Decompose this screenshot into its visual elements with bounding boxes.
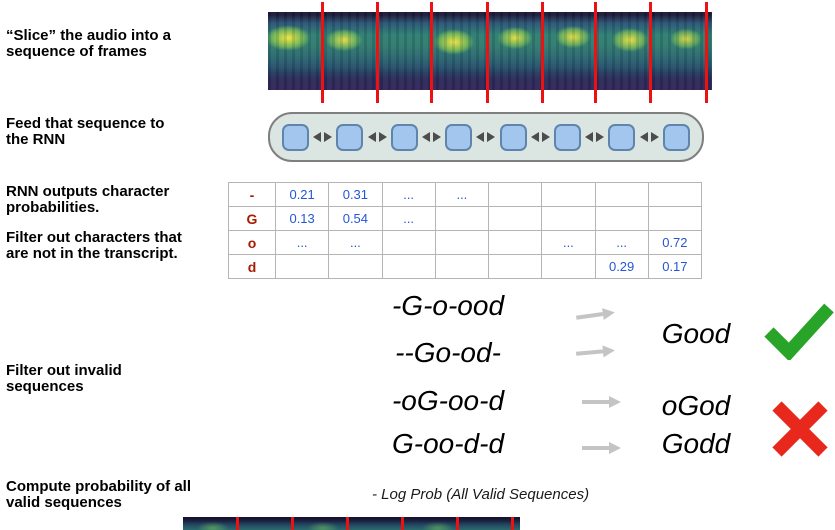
slice-line xyxy=(594,2,597,103)
prob-value-cell: ... xyxy=(328,230,383,255)
prob-value-cell xyxy=(541,206,596,231)
prob-value-cell: 0.29 xyxy=(594,254,649,279)
prob-value-cell xyxy=(487,182,543,207)
slice-line xyxy=(486,2,489,103)
rnn-outputs-step-label: RNN outputs character probabilities. xyxy=(6,183,170,216)
rnn-cell xyxy=(445,123,473,151)
prob-value-cell xyxy=(594,182,649,207)
slice-line xyxy=(376,2,379,103)
prob-value-cell xyxy=(381,230,436,255)
flow-arrow-icon xyxy=(582,396,621,408)
slice-line xyxy=(346,517,349,530)
flow-arrow-icon xyxy=(575,345,615,358)
prob-value-cell xyxy=(328,254,383,279)
sequence-text: G-oo-d-d xyxy=(391,428,505,459)
rnn-cell xyxy=(282,123,309,151)
slice-line xyxy=(511,517,514,530)
bidirectional-arrow-icon xyxy=(367,132,387,142)
prob-value-cell xyxy=(381,254,436,279)
table-row: o............ 0.72 xyxy=(228,230,703,255)
prob-value-cell: ... xyxy=(434,182,490,207)
prob-value-cell: 0.13 xyxy=(274,206,330,231)
prob-value-cell xyxy=(487,254,543,279)
feed-step-label: Feed that sequence to the RNN xyxy=(6,115,165,148)
rnn-cell xyxy=(608,123,636,151)
slice-step-label: “Slice” the audio into a sequence of fra… xyxy=(6,27,172,60)
slice-line xyxy=(649,2,652,103)
char-label-cell: - xyxy=(228,182,276,207)
prob-value-cell: ... xyxy=(381,206,436,231)
prob-value-cell xyxy=(434,254,490,279)
bidirectional-arrow-icon xyxy=(476,132,496,142)
invalid-result-text: Godd xyxy=(661,428,731,459)
check-icon xyxy=(764,303,834,360)
slice-line xyxy=(456,517,459,530)
prob-value-cell xyxy=(541,182,596,207)
slice-line xyxy=(705,2,708,103)
rnn-container xyxy=(268,112,704,162)
sequence-text: --Go-od- xyxy=(395,337,501,368)
char-label-cell: G xyxy=(228,206,276,231)
audio-spectrogram xyxy=(268,12,712,90)
prob-value-cell xyxy=(594,206,649,231)
rnn-cell xyxy=(499,123,527,151)
table-row: d 0.29 0.17 xyxy=(228,254,703,279)
invalid-result-text: oGod xyxy=(661,390,731,421)
bidirectional-arrow-icon xyxy=(639,132,659,142)
slice-line xyxy=(541,2,544,103)
filter-chars-step-label: Filter out characters that are not in th… xyxy=(6,229,182,262)
prob-value-cell xyxy=(274,254,330,279)
rnn-cell xyxy=(390,123,418,151)
filter-invalid-step-label: Filter out invalid sequences xyxy=(6,362,122,395)
prob-value-cell: 0.17 xyxy=(647,254,703,279)
prob-value-cell xyxy=(487,230,543,255)
prob-value-cell: ... xyxy=(541,230,596,255)
prob-value-cell: 0.31 xyxy=(328,182,383,207)
bidirectional-arrow-icon xyxy=(422,132,442,142)
prob-value-cell: 0.21 xyxy=(274,182,330,207)
prob-value-cell xyxy=(487,206,543,231)
log-prob-formula: - Log Prob (All Valid Sequences) xyxy=(372,486,590,503)
prob-value-cell: ... xyxy=(274,230,330,255)
slice-line xyxy=(291,517,294,530)
valid-result-text: Good xyxy=(661,318,731,349)
sequence-text: -G-o-ood xyxy=(391,290,505,321)
slice-line xyxy=(236,517,239,530)
slice-line xyxy=(401,517,404,530)
prob-value-cell xyxy=(434,206,490,231)
cross-icon xyxy=(772,401,828,457)
prob-value-cell: ... xyxy=(594,230,649,255)
prob-table: -0.21 0.31...... G 0.13 0.54... o............… xyxy=(228,182,703,279)
char-label-cell: d xyxy=(228,254,276,279)
sequence-text: -oG-oo-d xyxy=(391,385,505,416)
table-row: G 0.13 0.54... xyxy=(228,206,703,231)
prob-value-cell xyxy=(541,254,596,279)
prob-value-cell xyxy=(647,182,703,207)
prob-value-cell: 0.72 xyxy=(647,230,703,255)
prob-value-cell xyxy=(434,230,490,255)
bottom-spectrogram-strip xyxy=(183,517,520,530)
slice-line xyxy=(430,2,433,103)
rnn-cell xyxy=(554,123,582,151)
bidirectional-arrow-icon xyxy=(585,132,605,142)
flow-arrow-icon xyxy=(582,442,621,454)
char-label-cell: o xyxy=(228,230,276,255)
flow-arrow-icon xyxy=(575,308,615,320)
bidirectional-arrow-icon xyxy=(530,132,550,142)
prob-value-cell: 0.54 xyxy=(328,206,383,231)
slice-line xyxy=(321,2,324,103)
prob-value-cell: ... xyxy=(381,182,436,207)
table-row: -0.21 0.31...... xyxy=(228,182,703,207)
prob-value-cell xyxy=(647,206,703,231)
compute-prob-step-label: Compute probability of all valid sequenc… xyxy=(6,478,192,511)
bidirectional-arrow-icon xyxy=(313,132,333,142)
rnn-cell xyxy=(336,123,364,151)
rnn-cell xyxy=(662,123,690,151)
